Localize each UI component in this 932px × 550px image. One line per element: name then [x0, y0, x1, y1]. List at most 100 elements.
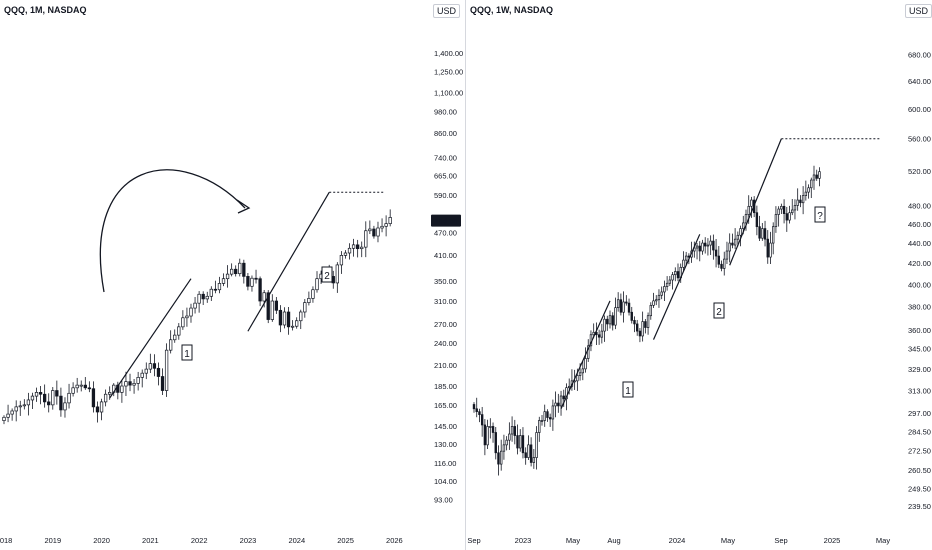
candle-up: [22, 404, 26, 407]
candle-down: [625, 301, 628, 304]
candle-up: [793, 205, 797, 211]
trendline-1: [560, 300, 611, 410]
time-tick-label: 2024: [288, 536, 305, 545]
candle-up: [339, 255, 344, 266]
candle-up: [510, 426, 514, 435]
candle-up: [335, 264, 339, 284]
candle-up: [343, 252, 348, 256]
candle-down: [47, 401, 51, 406]
candle-down: [611, 315, 614, 326]
candle-down: [201, 293, 205, 300]
candle-down: [597, 334, 601, 338]
currency-badge[interactable]: USD: [433, 4, 461, 18]
candle-up: [543, 411, 546, 421]
candle-up: [649, 305, 652, 317]
price-tick-label: 590.00: [434, 191, 457, 200]
candle-down: [254, 277, 258, 280]
candle-up: [169, 339, 173, 351]
candle-up: [63, 402, 67, 411]
time-tick-label: May: [876, 536, 890, 545]
candle-up: [502, 444, 506, 452]
monthly-chart-panel[interactable]: QQQ, 1M, NASDAQ USD 1,400.00 1,250.00 1,10…: [0, 0, 466, 550]
candle-down: [478, 411, 481, 415]
candle-up: [225, 273, 230, 280]
time-tick-label: 2019: [44, 536, 61, 545]
candle-up: [818, 171, 821, 179]
candle-up: [368, 228, 372, 232]
annotation-label-1-box: [622, 381, 634, 398]
candle-down: [630, 311, 633, 321]
price-tick-label: 297.00: [908, 409, 931, 418]
candle-up: [173, 334, 177, 341]
candle-down: [246, 276, 250, 287]
time-tick-label: Sep: [467, 536, 480, 545]
chart-symbol-title: QQQ, 1M, NASDAQ: [4, 5, 87, 15]
candle-up: [380, 225, 384, 229]
candle-down: [698, 245, 701, 252]
candle-down: [83, 384, 87, 389]
candle-down: [95, 406, 100, 413]
candle-up: [600, 330, 604, 338]
candle-up: [299, 311, 303, 322]
time-tick-label: May: [566, 536, 580, 545]
candle-up: [723, 258, 726, 269]
candle-up: [559, 395, 563, 407]
candle-down: [55, 390, 59, 397]
candle-down: [712, 240, 715, 251]
price-tick-label: 1,100.00: [434, 88, 463, 97]
candle-down: [91, 388, 96, 408]
candle-up: [315, 278, 319, 291]
candle-down: [785, 213, 789, 221]
price-tick-label: 313.00: [908, 386, 931, 395]
price-tick-label: 165.00: [434, 401, 457, 410]
candle-up: [307, 298, 311, 303]
arrow-head-icon: [236, 199, 251, 214]
candle-down: [213, 288, 218, 291]
candle-down: [755, 212, 759, 228]
candle-up: [551, 405, 555, 420]
candle-up: [671, 274, 674, 281]
candle-up: [616, 299, 620, 308]
time-tick-label: 2018: [0, 536, 12, 545]
candle-up: [290, 325, 295, 328]
candle-down: [766, 238, 769, 258]
price-tick-label: 104.00: [434, 477, 457, 486]
candle-up: [205, 295, 209, 300]
candle-up: [376, 227, 380, 237]
candle-down: [524, 452, 527, 458]
candle-up: [554, 402, 557, 407]
candle-up: [30, 395, 35, 401]
price-tick-label: 480.00: [908, 201, 931, 210]
candle-up: [262, 292, 266, 302]
candle-up: [665, 282, 669, 287]
weekly-candlestick-chart[interactable]: 680.00 640.00 600.00 560.00 520.00 480.00 460.…: [466, 0, 932, 550]
annotation-label-2-box: [321, 266, 333, 283]
candle-up: [26, 399, 31, 406]
candle-up: [132, 383, 136, 386]
candle-up: [103, 393, 108, 403]
candle-down: [356, 244, 360, 250]
countdown-label: 16d 6h: [435, 217, 458, 226]
candle-up: [67, 392, 71, 404]
trendline-1: [109, 278, 192, 399]
candle-up: [250, 277, 254, 287]
candle-up: [747, 205, 750, 215]
candle-down: [546, 411, 549, 418]
candle-up: [508, 433, 511, 441]
candle-up: [660, 291, 663, 296]
weekly-chart-panel[interactable]: QQQ, 1W, NASDAQ USD 680.00 640.00 600.00 56…: [466, 0, 932, 550]
candle-down: [799, 199, 802, 204]
price-tick-label: 130.00: [434, 440, 457, 449]
candle-up: [695, 245, 699, 249]
candle-down: [714, 249, 718, 257]
candle-down: [782, 205, 786, 214]
candle-up: [360, 246, 364, 250]
price-tick-label: 640.00: [908, 77, 931, 86]
panel-divider[interactable]: [465, 0, 466, 550]
candle-up: [733, 238, 737, 246]
candle-up: [744, 214, 748, 224]
candle-down: [619, 299, 623, 313]
candle-down: [278, 309, 283, 326]
time-tick-label: 2024: [669, 536, 686, 545]
monthly-candlestick-chart[interactable]: 1,400.00 1,250.00 1,100.00 980.00 860.00 740.…: [0, 0, 466, 550]
